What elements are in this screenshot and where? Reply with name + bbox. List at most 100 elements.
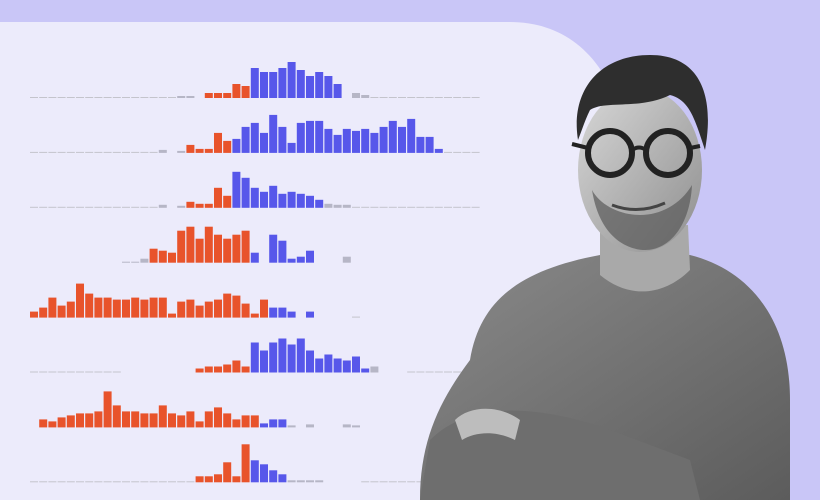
bar [342, 256, 351, 263]
bar [260, 423, 268, 428]
baseline-dash [379, 206, 388, 208]
baseline-dash [398, 481, 406, 483]
baseline-dash [57, 371, 66, 373]
bar [315, 199, 324, 208]
baseline-dash [57, 481, 66, 483]
baseline-dash [407, 97, 416, 98]
bar [112, 299, 121, 318]
bar [149, 297, 158, 318]
bar [333, 134, 342, 153]
bar [250, 342, 259, 373]
bar [241, 415, 250, 428]
bar [296, 70, 305, 98]
baseline-dash [48, 97, 57, 98]
bar [287, 425, 296, 428]
bar [122, 411, 130, 428]
bar [122, 299, 130, 318]
baseline-dash [66, 151, 75, 153]
baseline-dash [66, 97, 75, 98]
bar [296, 480, 305, 483]
bar [195, 148, 204, 153]
baseline-dash [434, 371, 443, 373]
baseline-dash [94, 151, 103, 153]
baseline-dash [434, 97, 443, 98]
baseline-dash [39, 151, 48, 153]
bar [407, 118, 416, 153]
bar [48, 297, 57, 318]
bar [315, 480, 324, 483]
bar [269, 307, 278, 318]
baseline-dash [103, 97, 112, 98]
baseline-dash [416, 97, 425, 98]
bar [324, 128, 333, 153]
bar [214, 132, 222, 153]
baseline-dash [453, 151, 462, 153]
baseline-dash [48, 151, 57, 153]
bar [122, 261, 130, 263]
bar [296, 122, 305, 153]
bar [39, 419, 48, 428]
bar [416, 136, 425, 153]
bar [66, 415, 75, 428]
bar [177, 301, 186, 318]
bar [333, 204, 342, 208]
bar [195, 238, 204, 263]
bar [140, 258, 149, 263]
bar [250, 460, 259, 483]
bar [241, 444, 250, 483]
bar [278, 126, 287, 153]
bar [223, 462, 232, 483]
bar [158, 405, 167, 428]
bar [186, 299, 195, 318]
bar [241, 177, 250, 208]
bar [398, 126, 406, 153]
bar [57, 305, 66, 318]
bar [361, 368, 370, 373]
bar [324, 354, 333, 373]
bar [214, 474, 222, 483]
bar [269, 72, 278, 98]
bar [352, 93, 360, 98]
bar [352, 130, 360, 153]
bar [306, 250, 314, 263]
baseline-dash [85, 206, 94, 208]
baseline-dash [149, 206, 158, 208]
baseline-dash [30, 206, 38, 208]
baseline-dash [140, 481, 149, 483]
baseline-dash [122, 97, 130, 98]
baseline-dash [122, 481, 130, 483]
baseline-dash [361, 481, 370, 483]
bar [30, 311, 38, 318]
bar [250, 252, 259, 263]
bar [223, 140, 232, 153]
bar [103, 297, 112, 318]
bar [287, 62, 296, 98]
bar [168, 252, 176, 263]
bar [306, 120, 314, 153]
baseline-dash [462, 206, 471, 208]
bar [195, 305, 204, 318]
baseline-dash [30, 151, 38, 153]
bar [388, 120, 397, 153]
baseline-dash [66, 481, 75, 483]
baseline-dash [370, 97, 379, 98]
bar [306, 350, 314, 373]
bar [315, 120, 324, 153]
bar [260, 132, 268, 153]
bar [232, 171, 241, 208]
bar [223, 238, 232, 263]
bar [287, 142, 296, 153]
baseline-dash [122, 206, 130, 208]
bar [296, 338, 305, 373]
baseline-dash [112, 371, 121, 373]
bar [232, 419, 241, 428]
bar [186, 144, 195, 153]
bar [223, 195, 232, 208]
bar [214, 234, 222, 263]
baseline-dash [444, 151, 452, 153]
bar [232, 84, 241, 98]
bar [204, 476, 213, 483]
bar [131, 261, 140, 263]
bar [333, 84, 342, 98]
baseline-dash [453, 371, 462, 373]
